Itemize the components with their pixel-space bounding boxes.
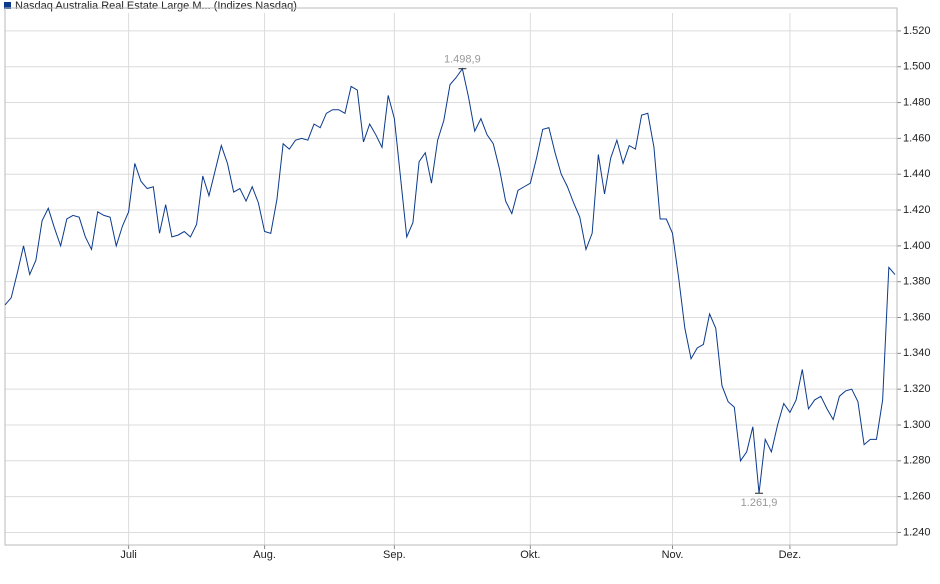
y-tick-label: 1.480 — [903, 96, 931, 108]
y-tick-label: 1.440 — [903, 168, 931, 180]
x-tick-label: Dez. — [779, 549, 802, 561]
y-tick-label: 1.520 — [903, 25, 931, 37]
plot-frame — [4, 7, 898, 546]
y-tick-label: 1.280 — [903, 455, 931, 467]
y-tick-label: 1.340 — [903, 347, 931, 359]
y-tick-label: 1.360 — [903, 311, 931, 323]
y-tick-label: 1.420 — [903, 204, 931, 216]
price-line — [4, 67, 896, 494]
y-tick-label: 1.260 — [903, 491, 931, 503]
y-tick-label: 1.500 — [903, 61, 931, 73]
y-tick-label: 1.400 — [903, 240, 931, 252]
legend-swatch — [4, 2, 11, 9]
x-tick-label: Nov. — [662, 549, 684, 561]
annotation-label: 1.261,9 — [741, 497, 778, 509]
x-tick-label: Aug. — [253, 549, 276, 561]
y-tick-label: 1.240 — [903, 526, 931, 538]
x-tick-label: Juli — [120, 549, 137, 561]
y-tick-label: 1.380 — [903, 276, 931, 288]
x-tick-label: Sep. — [383, 549, 406, 561]
y-tick-label: 1.320 — [903, 383, 931, 395]
y-tick-label: 1.300 — [903, 419, 931, 431]
y-tick-label: 1.460 — [903, 132, 931, 144]
legend-label: Nasdaq Australia Real Estate Large M... … — [15, 0, 297, 12]
annotation-label: 1.498,9 — [444, 54, 481, 66]
x-tick-label: Okt. — [520, 549, 540, 561]
